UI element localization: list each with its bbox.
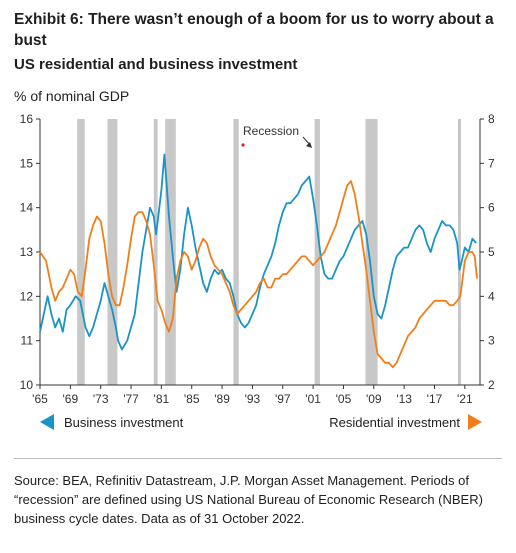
recession-bands (77, 119, 461, 385)
chart-title: Exhibit 6: There wasn’t enough of a boom… (14, 11, 494, 49)
recession-band (77, 119, 85, 385)
y-left-tick-label: 14 (20, 201, 34, 215)
recession-band (153, 119, 158, 385)
annotation-marker-dot (241, 143, 245, 147)
recession-band (458, 119, 461, 385)
x-tick-label: '81 (154, 392, 170, 406)
x-tick-label: '69 (63, 392, 79, 406)
footer-divider (14, 458, 502, 459)
y-right-tick-label: 5 (488, 245, 495, 259)
x-tick-label: '97 (275, 392, 291, 406)
legend-business: Business investment (40, 414, 183, 430)
chart-subtitle: US residential and business investment (14, 56, 298, 73)
y-left-tick-label: 16 (20, 112, 34, 126)
x-tick-label: '77 (123, 392, 139, 406)
y-right-tick-label: 4 (488, 289, 495, 303)
x-tick-label: '65 (32, 392, 48, 406)
x-tick-label: '21 (457, 392, 473, 406)
right-arrow-icon (468, 414, 482, 430)
y-left-tick-label: 11 (21, 334, 34, 348)
y-left-tick-label: 10 (20, 378, 34, 392)
x-tick-label: '93 (245, 392, 261, 406)
x-tick-label: '89 (214, 392, 230, 406)
legend-residential: Residential investment (329, 414, 482, 430)
x-tick-label: '85 (184, 392, 200, 406)
annotation-arrow-head (306, 142, 312, 148)
x-tick-label: '73 (93, 392, 109, 406)
legend-business-label: Business investment (64, 414, 184, 430)
recession-band (233, 119, 239, 385)
y-left-tick-label: 13 (20, 245, 34, 259)
x-tick-label: '01 (305, 392, 321, 406)
axes: 10 11 12 13 14 15 16 2 3 4 5 6 7 8 '65 '69 '73 '77 '81 '85 '… (20, 112, 495, 406)
x-tick-label: '17 (427, 392, 443, 406)
series-lines (39, 153, 478, 369)
left-arrow-icon (40, 414, 54, 430)
y-axis-unit-label: % of nominal GDP (14, 88, 130, 104)
y-right-tick-label: 2 (488, 378, 495, 392)
legend-residential-label: Residential investment (329, 414, 460, 430)
x-tick-label: '09 (366, 392, 382, 406)
y-right-tick-label: 7 (488, 156, 495, 170)
x-tick-label: '05 (336, 392, 352, 406)
recession-band (314, 119, 320, 385)
recession-annotation-label: Recession (243, 124, 299, 138)
y-left-tick-label: 15 (20, 156, 34, 170)
recession-band (365, 119, 378, 385)
recession-band (165, 119, 176, 385)
business-investment-line (39, 153, 477, 351)
residential-investment-line (39, 180, 478, 369)
recession-band (107, 119, 118, 385)
y-right-tick-label: 6 (488, 201, 495, 215)
source-note: Source: BEA, Refinitiv Datastream, J.P. … (14, 473, 483, 526)
x-tick-label: '13 (396, 392, 412, 406)
y-right-tick-label: 8 (488, 112, 495, 126)
annotation: Recession (241, 124, 312, 148)
y-right-tick-label: 3 (488, 334, 495, 348)
investment-chart: 10 11 12 13 14 15 16 2 3 4 5 6 7 8 '65 '69 '73 '77 '81 '85 '… (20, 112, 495, 406)
y-left-tick-label: 12 (20, 289, 34, 303)
